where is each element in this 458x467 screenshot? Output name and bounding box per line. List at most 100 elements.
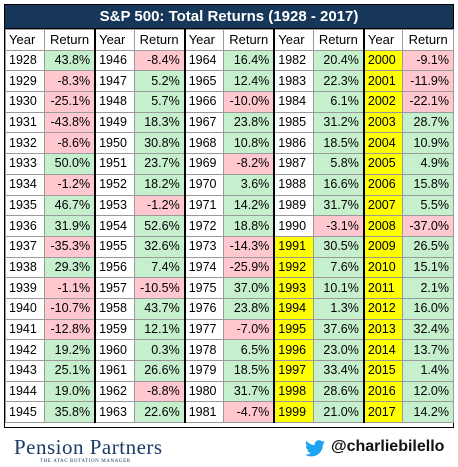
return-cell: -1.1% (44, 277, 96, 299)
return-cell: 37.6% (312, 318, 365, 341)
year-cell: 2011 (362, 277, 404, 299)
year-cell: 1974 (183, 256, 225, 279)
year-cell: 1960 (94, 339, 135, 361)
return-cell: 26.5% (402, 235, 454, 258)
year-cell: 1987 (273, 153, 314, 175)
table-row: 1929 -8.3% 1947 5.2% 1965 12.4% 1983 22.3% 2001-… (5, 70, 454, 93)
year-cell: 1995 (273, 318, 314, 341)
return-cell: -14.3% (223, 235, 275, 258)
year-cell: 1967 (183, 111, 225, 134)
return-cell: -8.6% (44, 132, 96, 155)
return-cell: 0.3% (133, 339, 186, 361)
year-cell: 1964 (183, 49, 225, 72)
year-cell: 1976 (183, 297, 225, 320)
twitter-bird-icon (305, 440, 325, 457)
year-cell: 1936 (5, 215, 45, 237)
return-column-header: Return (44, 29, 96, 51)
year-cell: 1977 (183, 318, 225, 341)
table-row: 1945 35.8% 1963 22.6% 1981 -4.7% 1999 21.0% 2017… (5, 401, 454, 424)
year-cell: 1988 (273, 173, 314, 196)
table-row: 1934 -1.2% 1952 18.2% 1970 3.6% 1988 16.6% 2006 1… (5, 173, 454, 196)
year-cell: 2004 (362, 132, 404, 155)
return-cell: -11.9% (402, 70, 454, 93)
year-cell: 1947 (94, 70, 135, 93)
year-cell: 2014 (362, 339, 404, 361)
year-cell: 1939 (5, 277, 45, 299)
return-cell: 30.5% (312, 235, 365, 258)
return-cell: 31.2% (312, 111, 365, 134)
year-cell: 1946 (94, 49, 135, 72)
year-cell: 1981 (183, 401, 225, 424)
year-cell: 2008 (362, 215, 404, 237)
logo-tagline: THE ATAC ROTATION MANAGER (40, 459, 131, 464)
return-cell: 10.1% (312, 277, 365, 299)
return-cell: 23.8% (223, 297, 275, 320)
return-cell: 50.0% (44, 153, 96, 175)
year-column-header: Year (94, 29, 135, 51)
return-cell: 35.8% (44, 401, 96, 424)
year-cell: 1955 (94, 235, 135, 258)
return-cell: -10.5% (133, 277, 186, 299)
return-cell: -25.9% (223, 256, 275, 279)
year-cell: 1999 (273, 401, 314, 424)
footer: Pension Partners THE ATAC ROTATION MANAG… (0, 428, 458, 467)
year-cell: 1930 (5, 91, 45, 113)
return-cell: -1.2% (133, 194, 186, 217)
return-cell: 30.8% (133, 132, 186, 155)
year-cell: 2016 (362, 380, 404, 403)
table-row: 1940 -10.7% 1958 43.7% 1976 23.8% 1994 1.3% 2012… (5, 297, 454, 320)
return-cell: 19.0% (44, 380, 96, 403)
table-title: S&P 500: Total Returns (1928 - 2017) (5, 5, 453, 29)
year-cell: 1968 (183, 132, 225, 155)
return-cell: 10.9% (402, 132, 454, 155)
return-cell: 2.1% (402, 277, 454, 299)
year-cell: 1938 (5, 256, 45, 279)
year-cell: 1998 (273, 380, 314, 403)
pension-partners-logo: Pension Partners (14, 435, 163, 459)
return-cell: 15.8% (402, 173, 454, 196)
return-cell: 16.6% (312, 173, 365, 196)
returns-table: Year Return Year Return Year Return Year Return… (5, 29, 454, 424)
table-row: 1930 -25.1% 1948 5.7% 1966 -10.0% 1984 6.1% 2002… (5, 91, 454, 113)
return-cell: 28.7% (402, 111, 454, 134)
table-row: 1933 50.0% 1951 23.7% 1969 -8.2% 1987 5.8% 2005 4… (5, 153, 454, 175)
year-cell: 1989 (273, 194, 314, 217)
return-cell: 20.4% (312, 49, 365, 72)
return-cell: 13.7% (402, 339, 454, 361)
return-cell: 32.6% (133, 235, 186, 258)
return-cell: -35.3% (44, 235, 96, 258)
table-row: 1941 -12.8% 1959 12.1% 1977 -7.0% 1995 37.6% 201… (5, 318, 454, 341)
year-cell: 1979 (183, 360, 225, 382)
year-cell: 2007 (362, 194, 404, 217)
returns-table-container: S&P 500: Total Returns (1928 - 2017) Yea… (4, 4, 454, 428)
return-cell: 16.4% (223, 49, 275, 72)
header-row: Year Return Year Return Year Return Year Return… (5, 29, 454, 51)
year-cell: 1965 (183, 70, 225, 93)
return-cell: 46.7% (44, 194, 96, 217)
year-cell: 1983 (273, 70, 314, 93)
twitter-handle: @charliebilello (331, 438, 445, 455)
year-cell: 2009 (362, 235, 404, 258)
table-row: 1931 -43.8% 1949 18.3% 1967 23.8% 1985 31.2% 200… (5, 111, 454, 134)
year-cell: 1962 (94, 380, 135, 403)
return-cell: 31.7% (312, 194, 365, 217)
year-cell: 1958 (94, 297, 135, 320)
year-cell: 2002 (362, 91, 404, 113)
return-cell: 16.0% (402, 297, 454, 320)
return-cell: 7.6% (312, 256, 365, 279)
return-cell: 25.1% (44, 360, 96, 382)
table-row: 1942 19.2% 1960 0.3% 1978 6.5% 1996 23.0% 2014 13… (5, 339, 454, 361)
return-cell: -37.0% (402, 215, 454, 237)
year-cell: 1996 (273, 339, 314, 361)
table-row: 1944 19.0% 1962 -8.8% 1980 31.7% 1998 28.6% 2016… (5, 380, 454, 403)
return-cell: -3.1% (312, 215, 365, 237)
year-cell: 1941 (5, 318, 45, 341)
year-cell: 1932 (5, 132, 45, 155)
year-column-header: Year (183, 29, 225, 51)
year-cell: 2012 (362, 297, 404, 320)
return-cell: 18.5% (223, 360, 275, 382)
table-row: 1943 25.1% 1961 26.6% 1979 18.5% 1997 33.4% 2015… (5, 360, 454, 382)
year-cell: 1957 (94, 277, 135, 299)
return-cell: -12.8% (44, 318, 96, 341)
year-cell: 1943 (5, 360, 45, 382)
